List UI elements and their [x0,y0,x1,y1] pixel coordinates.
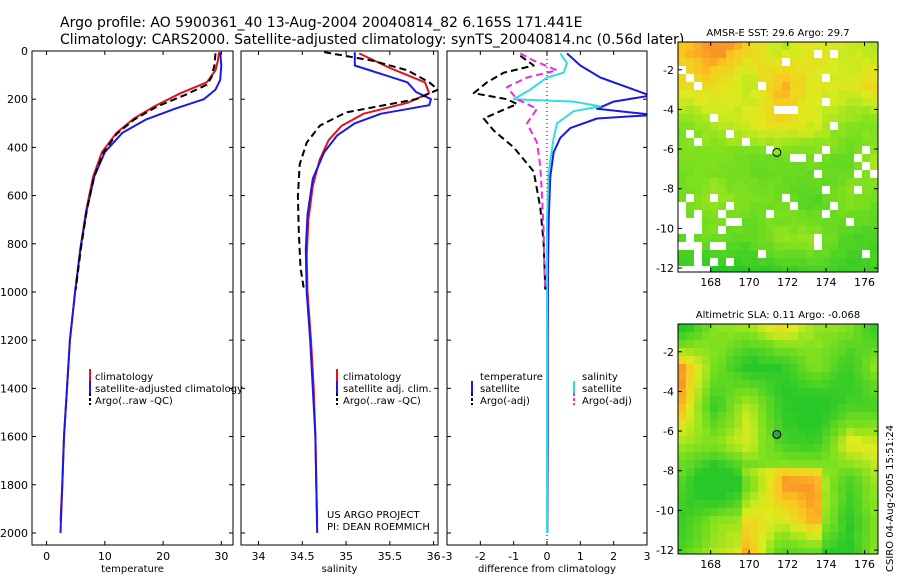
x-tick-label: 34.5 [290,550,315,563]
x-tick-label: 170 [739,558,760,571]
y-tick-label: -12 [656,544,674,557]
y-tick-label: 1800 [0,479,28,492]
map-raster [678,42,878,272]
temperature-legend: climatology satellite-adjusted climatolo… [89,369,243,407]
sla-map: Altimetric SLA: 0.11 Argo: -0.068 168 170 1… [656,310,879,571]
x-tick-label: 35 [339,550,353,563]
legend-label-climatology: climatology [95,372,153,383]
y-tick-label: -10 [656,504,674,517]
y-tick-label: -6 [663,425,674,438]
x-axis-label: difference from climatology [478,564,616,575]
legend-heading-salinity: salinity [582,372,618,383]
salinity-panel: 34 34.5 35 35.5 36 salinity [240,50,441,575]
legend-label-climatology: climatology [343,372,401,383]
figure-title-line1: Argo profile: AO 5900361_40 13-Aug-2004 … [60,15,583,31]
series-line-satellite-adj-clim [304,52,432,534]
series-line-satellite-adjusted-climatology [59,52,223,534]
x-tick-label: 174 [816,276,837,289]
y-tick-label: -4 [663,385,674,398]
x-tick-label: 10 [98,550,112,563]
temperature-panel: 0 200 400 600 800 1000 1200 1400 1600 1800 2000 0 10… [0,45,234,575]
series-line-temperature-argo-adj [472,54,547,290]
x-tick-label: 176 [854,558,875,571]
x-tick-label: 2 [610,550,617,563]
map-title: Altimetric SLA: 0.11 Argo: -0.068 [696,310,861,321]
map-raster [678,324,878,554]
legend-label-argo: Argo(..raw -QC) [95,396,173,407]
x-tick-label: 168 [700,276,721,289]
y-tick-label: -8 [663,465,674,478]
x-tick-label: 1 [577,550,584,563]
y-tick-label: 1600 [0,431,28,444]
map-frame [677,41,879,273]
x-tick-label: 0 [43,550,50,563]
legend-label-sal-argo: Argo(-adj) [582,396,632,407]
series-line-temperature-satellite [546,52,647,534]
x-tick-label: -1 [508,550,519,563]
x-tick-label: 0 [544,550,551,563]
y-tick-label: 200 [7,93,28,106]
y-tick-label: 1400 [0,382,28,395]
x-tick-label: 172 [777,276,798,289]
x-tick-label: 176 [854,276,875,289]
map-frame [677,323,879,555]
legend-label-argo: Argo(..raw -QC) [343,396,421,407]
salinity-legend: climatology satellite adj. clim. Argo(..… [336,369,432,407]
legend-label-satellite: satellite-adjusted climatology [95,384,243,395]
y-tick-label: -6 [663,143,674,156]
x-tick-label: 36 [427,550,441,563]
legend-label-temp-argo: Argo(-adj) [480,396,530,407]
sst-map: AMSR-E SST: 29.6 Argo: 29.7 168 170 172 174 1… [656,28,879,289]
x-axis-label: temperature [101,564,164,575]
series-line-argo-raw-qc [296,51,438,290]
series-line-climatology [305,52,431,521]
y-tick-label: 2000 [0,527,28,540]
x-tick-label: 35.5 [378,550,403,563]
difference-panel: -3 -2 -1 0 1 2 3 difference from climatology [442,50,651,575]
y-tick-label: 600 [7,190,28,203]
x-tick-label: 34 [252,550,266,563]
argo-float-marker [772,147,782,157]
series-line-salinity-satellite [512,52,602,533]
legend-label-temp-satellite: satellite [480,384,520,395]
x-tick-label: -2 [475,550,486,563]
credit-project: US ARGO PROJECT [327,510,421,521]
y-tick-label: -10 [656,222,674,235]
x-axis-label: salinity [322,564,358,575]
panel-frame [240,50,439,546]
credit-pi: PI: DEAN ROEMMICH [327,522,430,533]
map-title: AMSR-E SST: 29.6 Argo: 29.7 [706,28,849,39]
legend-label-sal-satellite: satellite [582,384,622,395]
x-tick-label: 174 [816,558,837,571]
y-tick-label: -2 [663,346,674,359]
x-tick-label: 3 [644,550,651,563]
argo-float-marker [772,429,782,439]
y-tick-label: 1200 [0,334,28,347]
y-tick-label: 1000 [0,286,28,299]
y-tick-label: 0 [21,45,28,58]
y-tick-label: 800 [7,238,28,251]
y-tick-label: -2 [663,64,674,77]
x-tick-label: 168 [700,558,721,571]
timestamp-stamp: CSIRO 04-Aug-2005 15:51:24 [885,425,896,572]
legend-label-satellite: satellite adj. clim. [343,384,432,395]
y-tick-label: -12 [656,262,674,275]
x-tick-label: 170 [739,276,760,289]
series-line-argo-raw-qc [74,53,217,290]
x-tick-label: -3 [442,550,453,563]
x-tick-label: 172 [777,558,798,571]
panel-frame [31,50,234,546]
x-tick-label: 20 [156,550,170,563]
y-tick-label: -4 [663,103,674,116]
y-tick-label: 400 [7,141,28,154]
difference-legend: temperature satellite Argo(-adj) salinit… [471,372,632,407]
y-tick-label: -8 [663,183,674,196]
figure-title-line2: Climatology: CARS2000. Satellite-adjuste… [60,32,684,48]
x-tick-label: 30 [214,550,228,563]
legend-heading-temperature: temperature [480,372,543,383]
series-line-salinity-argo-adj [506,52,558,290]
